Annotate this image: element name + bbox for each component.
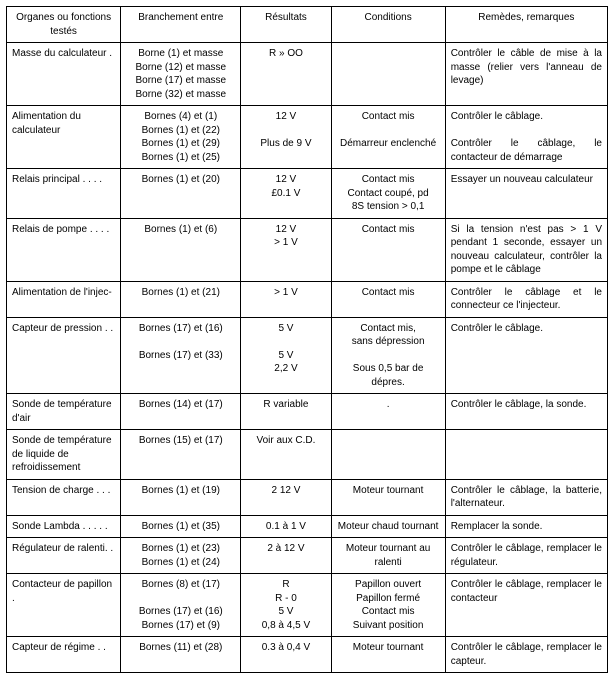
table-cell <box>331 430 445 480</box>
table-cell: Bornes (1) et (6) <box>121 218 241 281</box>
table-cell: Contrôler le câblage. <box>445 317 607 394</box>
table-cell: Contact misContact coupé, pd8S tension >… <box>331 169 445 219</box>
table-cell: Bornes (15) et (17) <box>121 430 241 480</box>
table-cell: Bornes (1) et (21) <box>121 281 241 317</box>
table-cell: Bornes (1) et (20) <box>121 169 241 219</box>
table-cell: 12 V> 1 V <box>241 218 331 281</box>
table-body: Masse du calculateur .Borne (1) et masse… <box>7 43 608 673</box>
table-cell <box>331 43 445 106</box>
table-cell: R » OO <box>241 43 331 106</box>
table-cell: 2 à 12 V <box>241 538 331 574</box>
table-cell: Régulateur de ralenti. . <box>7 538 121 574</box>
table-cell: Sonde Lambda . . . . . <box>7 515 121 538</box>
table-cell: Contrôler le câblage, remplacer le capte… <box>445 637 607 673</box>
table-cell: 12 VPlus de 9 V <box>241 106 331 169</box>
table-cell: Moteur chaud tournant <box>331 515 445 538</box>
table-cell: Borne (1) et masseBorne (12) et masseBor… <box>121 43 241 106</box>
table-cell: Bornes (14) et (17) <box>121 394 241 430</box>
table-cell: Contrôler le câblage et le connecteur ce… <box>445 281 607 317</box>
table-cell: Sonde de température d'air <box>7 394 121 430</box>
table-cell: Contact mis <box>331 218 445 281</box>
table-cell: Bornes (17) et (16)Bornes (17) et (33) <box>121 317 241 394</box>
table-row: Sonde de température d'airBornes (14) et… <box>7 394 608 430</box>
table-cell: Relais de pompe . . . . <box>7 218 121 281</box>
table-cell: Bornes (1) et (35) <box>121 515 241 538</box>
table-cell: Alimentation de l'injec- <box>7 281 121 317</box>
table-row: Contacteur de papillon .Bornes (8) et (1… <box>7 574 608 637</box>
column-header: Organes ou fonctions testés <box>7 7 121 43</box>
table-row: Alimentation du calculateurBornes (4) et… <box>7 106 608 169</box>
table-cell: Moteur tournant <box>331 637 445 673</box>
table-cell: . <box>331 394 445 430</box>
table-cell: Contacteur de papillon . <box>7 574 121 637</box>
table-cell: Capteur de pression . . <box>7 317 121 394</box>
table-cell: 0.1 à 1 V <box>241 515 331 538</box>
column-header: Branchement entre <box>121 7 241 43</box>
table-cell: Bornes (1) et (23)Bornes (1) et (24) <box>121 538 241 574</box>
table-row: Capteur de pression . .Bornes (17) et (1… <box>7 317 608 394</box>
table-cell: R variable <box>241 394 331 430</box>
table-cell: Contrôler le câblage, la batterie, l'alt… <box>445 479 607 515</box>
table-cell: Tension de charge . . . <box>7 479 121 515</box>
table-cell: 0.3 à 0,4 V <box>241 637 331 673</box>
table-cell: Sonde de température de liquide de refro… <box>7 430 121 480</box>
table-cell: Essayer un nouveau calculateur <box>445 169 607 219</box>
table-row: Alimentation de l'injec-Bornes (1) et (2… <box>7 281 608 317</box>
column-header: Remèdes, remarques <box>445 7 607 43</box>
table-cell: Contact mis <box>331 281 445 317</box>
table-cell: RR - 05 V0,8 à 4,5 V <box>241 574 331 637</box>
table-cell: Moteur tournant au ralenti <box>331 538 445 574</box>
table-cell: Bornes (11) et (28) <box>121 637 241 673</box>
table-cell: Masse du calculateur . <box>7 43 121 106</box>
table-cell: 5 V5 V2,2 V <box>241 317 331 394</box>
diagnostic-table: Organes ou fonctions testésBranchement e… <box>6 6 608 673</box>
table-cell: Bornes (8) et (17)Bornes (17) et (16)Bor… <box>121 574 241 637</box>
table-cell: Contrôler le câblage, remplacer le régul… <box>445 538 607 574</box>
table-cell: Contrôler le câblage, remplacer le conta… <box>445 574 607 637</box>
table-row: Tension de charge . . .Bornes (1) et (19… <box>7 479 608 515</box>
column-header: Résultats <box>241 7 331 43</box>
table-cell: Contact mis,sans dépressionSous 0,5 bar … <box>331 317 445 394</box>
table-row: Relais de pompe . . . .Bornes (1) et (6)… <box>7 218 608 281</box>
table-cell <box>445 430 607 480</box>
table-cell: Contact misDémarreur enclenché <box>331 106 445 169</box>
table-row: Masse du calculateur .Borne (1) et masse… <box>7 43 608 106</box>
table-head: Organes ou fonctions testésBranchement e… <box>7 7 608 43</box>
column-header: Conditions <box>331 7 445 43</box>
table-row: Régulateur de ralenti. .Bornes (1) et (2… <box>7 538 608 574</box>
table-cell: Alimentation du calculateur <box>7 106 121 169</box>
table-cell: Bornes (4) et (1)Bornes (1) et (22)Borne… <box>121 106 241 169</box>
table-cell: Bornes (1) et (19) <box>121 479 241 515</box>
table-cell: Contrôler le câblage.Contrôler le câblag… <box>445 106 607 169</box>
table-row: Relais principal . . . .Bornes (1) et (2… <box>7 169 608 219</box>
table-row: Sonde Lambda . . . . .Bornes (1) et (35)… <box>7 515 608 538</box>
table-cell: Moteur tournant <box>331 479 445 515</box>
table-cell: Papillon ouvertPapillon ferméContact mis… <box>331 574 445 637</box>
table-cell: Remplacer la sonde. <box>445 515 607 538</box>
table-cell: Relais principal . . . . <box>7 169 121 219</box>
table-cell: Contrôler le câblage, la sonde. <box>445 394 607 430</box>
table-cell: > 1 V <box>241 281 331 317</box>
table-cell: 12 V£0.1 V <box>241 169 331 219</box>
table-cell: 2 12 V <box>241 479 331 515</box>
table-cell: Capteur de régime . . <box>7 637 121 673</box>
table-cell: Voir aux C.D. <box>241 430 331 480</box>
table-row: Sonde de température de liquide de refro… <box>7 430 608 480</box>
table-row: Capteur de régime . .Bornes (11) et (28)… <box>7 637 608 673</box>
table-cell: Contrôler le câble de mise à la masse (r… <box>445 43 607 106</box>
table-cell: Si la tension n'est pas > 1 V pendant 1 … <box>445 218 607 281</box>
